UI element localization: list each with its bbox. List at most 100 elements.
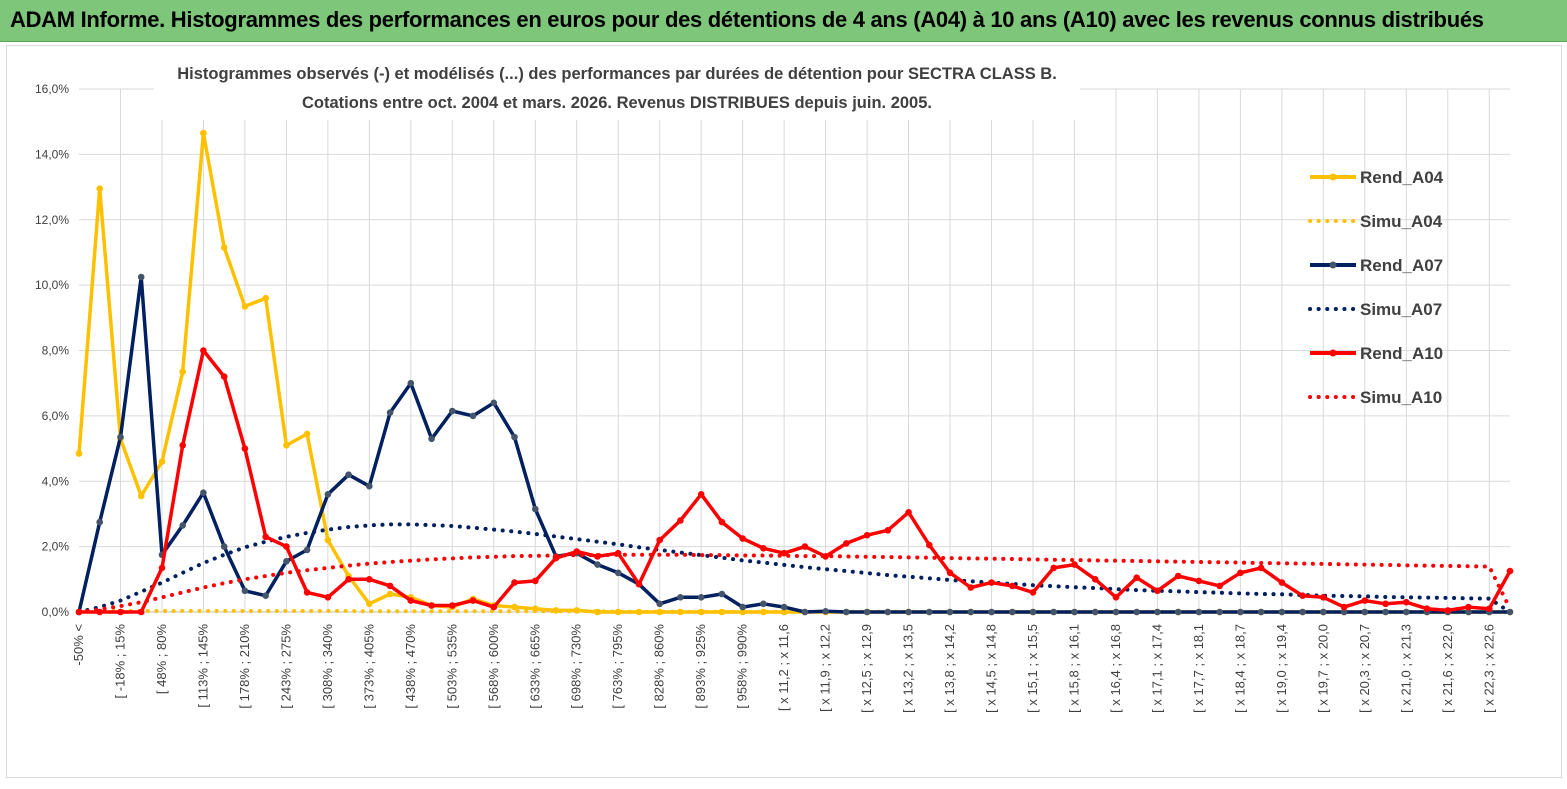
data-point-rend-a10 <box>324 594 332 601</box>
x-tick-label: [ x 19,7 ; x 20,0 <box>1315 624 1330 713</box>
data-point-rend-a10 <box>386 582 394 590</box>
data-point-rend-a07 <box>1195 608 1203 616</box>
data-point-rend-a07 <box>490 399 498 407</box>
legend-item-rend-a04: Rend_A04 <box>1310 168 1444 187</box>
data-point-rend-a04 <box>96 185 103 192</box>
data-point-rend-a07 <box>137 273 145 281</box>
data-point-rend-a10 <box>179 442 186 449</box>
legend-item-rend-a07: Rend_A07 <box>1310 256 1443 275</box>
histogram-chart: Histogrammes observés (-) et modélisés (… <box>35 56 1514 713</box>
x-tick-label: [ x 17,7 ; x 18,1 <box>1191 624 1206 713</box>
series-simu-a07 <box>77 522 1512 614</box>
data-point-rend-a07 <box>843 608 850 616</box>
series-line-simu-a10 <box>77 552 1512 614</box>
chart-frame: Histogrammes observés (-) et modélisés (… <box>6 45 1562 778</box>
data-point-rend-a10 <box>1154 587 1161 595</box>
data-point-rend-a10 <box>1216 582 1223 590</box>
data-point-rend-a07 <box>200 489 207 497</box>
data-point-rend-a10 <box>428 602 435 609</box>
data-point-rend-a07 <box>946 608 954 616</box>
data-point-rend-a07 <box>801 608 809 616</box>
data-point-rend-a10 <box>697 491 705 498</box>
x-tick-label: [ x 16,4 ; x 16,8 <box>1108 624 1123 713</box>
x-tick-label: [ 373% ; 405% <box>361 624 376 709</box>
data-point-rend-a10 <box>1174 572 1182 580</box>
data-point-rend-a10 <box>532 577 539 585</box>
data-point-rend-a07 <box>1506 608 1514 616</box>
x-tick-label: [ x 13,2 ; x 13,5 <box>901 624 916 713</box>
x-axis-labels: -50% < [ -18% ; 15% [ 48% ; 80% [ 113% ; 14… <box>71 624 1496 713</box>
data-point-rend-a04 <box>75 450 83 457</box>
data-point-rend-a10 <box>718 518 726 526</box>
legend-item-rend-a10: Rend_A10 <box>1310 344 1443 363</box>
data-point-rend-a10 <box>241 445 249 452</box>
data-point-rend-a10 <box>1091 576 1099 583</box>
data-point-rend-a07 <box>739 603 746 611</box>
legend-item-simu-a07: Simu_A07 <box>1308 300 1442 319</box>
data-point-rend-a07 <box>1133 608 1140 616</box>
y-tick-label: 8,0% <box>42 344 70 358</box>
x-tick-label: [ x 22,3 ; x 22,6 <box>1481 624 1496 713</box>
data-point-rend-a10 <box>884 527 892 534</box>
data-point-rend-a07 <box>1009 608 1016 616</box>
data-point-rend-a07 <box>1237 608 1244 616</box>
data-point-rend-a07 <box>926 608 933 616</box>
data-point-rend-a04 <box>656 608 663 616</box>
x-tick-label: [ 178% ; 210% <box>237 624 252 709</box>
x-tick-label: [ x 15,8 ; x 16,1 <box>1066 624 1081 713</box>
x-tick-label: [ x 14,5 ; x 14,8 <box>984 624 999 713</box>
data-point-rend-a07 <box>1029 608 1037 616</box>
data-point-rend-a10 <box>1403 598 1410 606</box>
data-point-rend-a10 <box>1009 582 1016 590</box>
data-point-rend-a10 <box>1340 603 1348 611</box>
x-tick-label: [ 958% ; 990% <box>735 624 750 709</box>
data-point-rend-a07 <box>780 603 788 611</box>
series-rend-a04 <box>75 129 1514 616</box>
y-tick-label: 6,0% <box>42 409 70 423</box>
y-tick-label: 2,0% <box>42 540 70 554</box>
data-point-rend-a10 <box>905 509 912 516</box>
data-point-rend-a04 <box>158 458 166 465</box>
x-tick-label: [ 503% ; 535% <box>444 624 459 709</box>
data-point-rend-a07 <box>345 471 352 479</box>
x-tick-label: [ 633% ; 665% <box>527 624 542 709</box>
data-point-rend-a07 <box>677 594 684 601</box>
data-point-rend-a10 <box>1299 592 1306 599</box>
data-point-rend-a07 <box>594 561 601 568</box>
chart-title-line-2: Cotations entre oct. 2004 et mars. 2026.… <box>302 94 932 112</box>
data-point-rend-a10 <box>1278 579 1286 586</box>
data-point-rend-a07 <box>822 608 829 615</box>
chart-title-background <box>154 56 1080 120</box>
legend-label-simu-a04: Simu_A04 <box>1360 212 1443 231</box>
data-point-rend-a07 <box>324 491 332 498</box>
data-point-rend-a10 <box>490 603 498 611</box>
y-tick-label: 4,0% <box>42 474 70 488</box>
data-point-rend-a10 <box>1320 594 1327 601</box>
data-point-rend-a04 <box>179 368 186 376</box>
series-simu-a04 <box>77 609 1512 614</box>
data-point-rend-a07 <box>117 433 124 441</box>
data-point-rend-a10 <box>926 541 933 549</box>
series-line-rend-a04 <box>77 131 1510 614</box>
chart-title-line-1: Histogrammes observés (-) et modélisés (… <box>177 65 1057 83</box>
data-point-rend-a07 <box>262 592 269 599</box>
x-tick-label: [ x 11,9 ; x 12,2 <box>818 624 833 712</box>
data-point-rend-a10 <box>1195 577 1203 585</box>
data-point-rend-a07 <box>386 409 394 416</box>
x-tick-label: [ 828% ; 860% <box>652 624 667 709</box>
data-point-rend-a10 <box>967 584 975 591</box>
data-point-rend-a07 <box>884 608 892 616</box>
data-point-rend-a10 <box>760 545 767 552</box>
data-point-rend-a07 <box>1320 608 1327 616</box>
data-point-rend-a10 <box>1506 567 1514 575</box>
data-point-rend-a07 <box>760 600 767 608</box>
series-rend-a07 <box>75 273 1514 616</box>
data-point-rend-a04 <box>760 608 767 616</box>
data-point-rend-a10 <box>1237 569 1244 577</box>
data-point-rend-a07 <box>1091 608 1099 616</box>
data-point-rend-a07 <box>283 558 290 565</box>
data-point-rend-a07 <box>988 608 995 616</box>
data-point-rend-a07 <box>1050 608 1057 616</box>
data-point-rend-a07 <box>96 518 103 526</box>
